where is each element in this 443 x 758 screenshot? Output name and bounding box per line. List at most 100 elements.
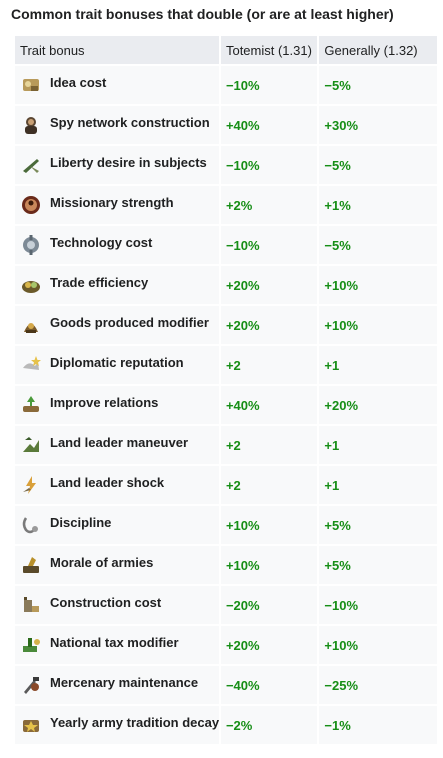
table-row: Technology cost −10% −5% [15,226,437,264]
generally-value: +1 [319,466,437,504]
totemist-value: −10% [220,146,318,184]
morale-icon [20,554,42,576]
generally-value: −5% [319,66,437,104]
totemist-value: +40% [220,106,318,144]
generally-value: −10% [319,586,437,624]
table-row: Trade efficiency +20% +10% [15,266,437,304]
trait-bonus-cell: Yearly army tradition decay [15,706,219,744]
totemist-value: +20% [220,266,318,304]
header-totemist: Totemist (1.31) [220,36,318,64]
totemist-value: +2% [220,186,318,224]
improve-relations-icon [20,394,42,416]
trait-bonus-label: Discipline [50,514,112,530]
table-row: Land leader shock +2 +1 [15,466,437,504]
army-tradition-decay-icon [20,714,42,736]
generally-value: −5% [319,146,437,184]
trait-bonus-label: Trade efficiency [50,274,149,290]
generally-value: +5% [319,546,437,584]
missionary-icon [20,194,42,216]
header-trait-bonus: Trait bonus [15,36,219,64]
generally-value: +1% [319,186,437,224]
totemist-value: +10% [220,546,318,584]
table-row: Goods produced modifier +20% +10% [15,306,437,344]
trade-efficiency-icon [20,274,42,296]
table-row: Liberty desire in subjects −10% −5% [15,146,437,184]
trait-bonus-table: Trait bonus Totemist (1.31) Generally (1… [13,34,439,746]
table-row: Improve relations +40% +20% [15,386,437,424]
totemist-value: +2 [220,346,318,384]
trait-bonus-cell: Improve relations [15,386,219,424]
generally-value: −1% [319,706,437,744]
trait-bonus-label: Yearly army tradition decay [50,714,220,730]
table-row: Yearly army tradition decay −2% −1% [15,706,437,744]
generally-value: +1 [319,346,437,384]
trait-bonus-label: Missionary strength [50,194,174,210]
table-row: Diplomatic reputation +2 +1 [15,346,437,384]
header-generally: Generally (1.32) [319,36,437,64]
generally-value: +1 [319,426,437,464]
trait-bonus-cell: Missionary strength [15,186,219,224]
trait-bonus-label: Construction cost [50,594,162,610]
trait-bonus-label: Technology cost [50,234,153,250]
trait-bonus-label: Diplomatic reputation [50,354,184,370]
trait-bonus-cell: Morale of armies [15,546,219,584]
mercenary-maintenance-icon [20,674,42,696]
trait-bonus-cell: Construction cost [15,586,219,624]
liberty-desire-icon [20,154,42,176]
trait-bonus-cell: Mercenary maintenance [15,666,219,704]
generally-value: +20% [319,386,437,424]
totemist-value: −20% [220,586,318,624]
trait-bonus-cell: Land leader shock [15,466,219,504]
idea-cost-icon [20,74,42,96]
trait-bonus-label: Idea cost [50,74,107,90]
land-leader-maneuver-icon [20,434,42,456]
totemist-value: −40% [220,666,318,704]
trait-bonus-cell: Spy network construction [15,106,219,144]
trait-bonus-cell: Technology cost [15,226,219,264]
table-row: Mercenary maintenance −40% −25% [15,666,437,704]
totemist-value: +20% [220,306,318,344]
totemist-value: +2 [220,426,318,464]
national-tax-icon [20,634,42,656]
table-row: Morale of armies +10% +5% [15,546,437,584]
totemist-value: −2% [220,706,318,744]
trait-bonus-label: Spy network construction [50,114,210,130]
spy-network-icon [20,114,42,136]
trait-bonus-label: Goods produced modifier [50,314,209,330]
totemist-value: +40% [220,386,318,424]
generally-value: +10% [319,266,437,304]
trait-bonus-label: Mercenary maintenance [50,674,199,690]
table-header-row: Trait bonus Totemist (1.31) Generally (1… [15,36,437,64]
generally-value: +10% [319,626,437,664]
trait-bonus-cell: Land leader maneuver [15,426,219,464]
totemist-value: +10% [220,506,318,544]
trait-bonus-table-container: Trait bonus Totemist (1.31) Generally (1… [13,34,439,746]
generally-value: +10% [319,306,437,344]
diplomatic-reputation-icon [20,354,42,376]
goods-produced-icon [20,314,42,336]
trait-bonus-label: National tax modifier [50,634,179,650]
trait-bonus-cell: Liberty desire in subjects [15,146,219,184]
land-leader-shock-icon [20,474,42,496]
generally-value: +30% [319,106,437,144]
totemist-value: +20% [220,626,318,664]
trait-bonus-label: Liberty desire in subjects [50,154,207,170]
trait-bonus-cell: Discipline [15,506,219,544]
trait-bonus-cell: Trade efficiency [15,266,219,304]
table-row: Spy network construction +40% +30% [15,106,437,144]
trait-bonus-cell: National tax modifier [15,626,219,664]
table-row: Missionary strength +2% +1% [15,186,437,224]
table-row: National tax modifier +20% +10% [15,626,437,664]
table-row: Land leader maneuver +2 +1 [15,426,437,464]
totemist-value: −10% [220,66,318,104]
trait-bonus-cell: Goods produced modifier [15,306,219,344]
trait-bonus-label: Improve relations [50,394,159,410]
table-caption: Common trait bonuses that double (or are… [11,6,394,22]
generally-value: −25% [319,666,437,704]
totemist-value: −10% [220,226,318,264]
table-row: Idea cost −10% −5% [15,66,437,104]
trait-bonus-label: Land leader shock [50,474,165,490]
trait-bonus-cell: Idea cost [15,66,219,104]
technology-cost-icon [20,234,42,256]
trait-bonus-label: Land leader maneuver [50,434,188,450]
